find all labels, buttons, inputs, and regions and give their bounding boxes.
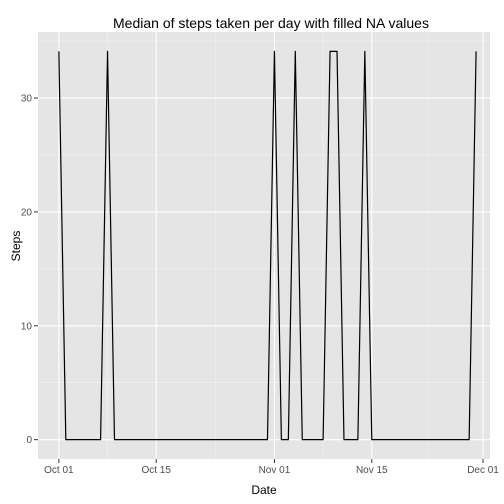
y-tick-label: 20 [21,207,33,218]
x-axis: Oct 01 Oct 15 Nov 01 Nov 15 Dec 01 [44,459,499,476]
plot-panel [38,32,490,459]
x-tick-label: Oct 01 [44,465,74,476]
x-tick-label: Oct 15 [141,465,171,476]
x-tick-label: Nov 15 [356,465,388,476]
y-tick-label: 30 [21,94,33,105]
y-axis-title: Steps [9,231,23,262]
x-tick-label: Dec 01 [467,465,499,476]
y-tick-label: 0 [26,435,32,446]
x-axis-title: Date [251,483,277,497]
x-tick-label: Nov 01 [259,465,291,476]
y-tick-label: 10 [21,321,33,332]
chart-title: Median of steps taken per day with fille… [113,15,429,31]
y-axis: 0 10 20 30 [21,94,38,447]
